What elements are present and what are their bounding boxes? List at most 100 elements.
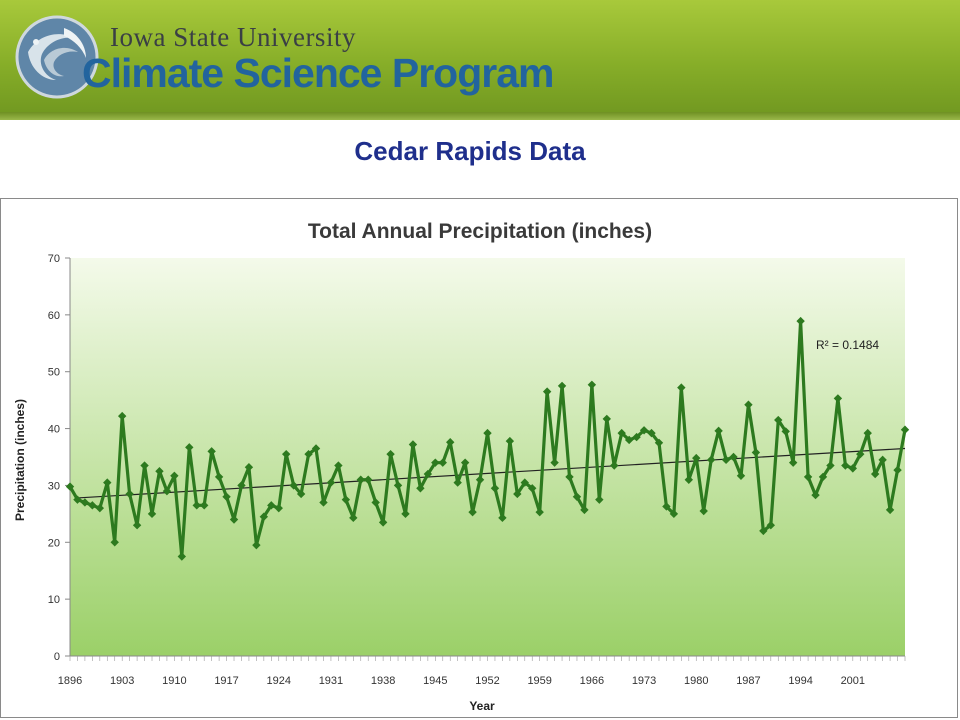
data-point-marker <box>103 478 112 487</box>
program-name: Climate Science Program <box>82 50 554 96</box>
data-point-marker <box>341 495 351 504</box>
data-point-marker <box>669 509 679 519</box>
data-point-marker <box>520 478 529 487</box>
chart-title: Total Annual Precipitation (inches) <box>308 220 652 243</box>
data-point-marker <box>140 461 149 470</box>
data-point-marker <box>73 495 82 504</box>
data-point-marker <box>759 526 768 536</box>
data-point-marker <box>304 449 313 459</box>
y-tick-label: 50 <box>48 367 60 379</box>
data-point-marker <box>282 449 291 459</box>
data-point-marker <box>364 475 373 484</box>
y-tick-label: 70 <box>48 253 60 265</box>
data-point-marker <box>289 481 298 490</box>
data-point-marker <box>900 425 910 434</box>
x-tick-label: 1959 <box>527 675 551 687</box>
data-point-marker <box>483 428 492 438</box>
data-point-marker <box>423 469 433 479</box>
data-point-marker <box>841 461 850 470</box>
data-point-marker <box>714 426 723 436</box>
data-point-marker <box>826 461 835 470</box>
data-point-marker <box>185 443 194 452</box>
data-point-marker <box>214 472 224 482</box>
r-squared-label: R² = 0.1484 <box>816 338 879 352</box>
data-point-marker <box>155 467 164 476</box>
x-tick-label: 2001 <box>841 675 865 687</box>
data-point-marker <box>438 458 447 467</box>
data-point-marker <box>535 507 544 517</box>
data-point-marker <box>870 469 880 479</box>
data-point-marker <box>856 449 865 459</box>
data-point-marker <box>162 486 172 496</box>
data-point-marker <box>781 427 790 436</box>
data-point-marker <box>199 501 209 510</box>
data-point-marker <box>803 472 813 482</box>
x-tick-label: 1903 <box>110 675 134 687</box>
data-point-marker <box>774 415 783 425</box>
data-point-marker <box>796 316 805 326</box>
data-point-marker <box>610 461 619 470</box>
data-point-marker <box>192 501 201 510</box>
data-point-marker <box>550 458 559 467</box>
data-point-marker <box>602 414 611 424</box>
data-point-marker <box>378 518 388 527</box>
data-point-marker <box>662 502 671 511</box>
x-tick-label: 1966 <box>580 675 604 687</box>
x-tick-label: 1973 <box>632 675 656 687</box>
y-tick-label: 40 <box>48 424 60 436</box>
x-tick-label: 1910 <box>162 675 186 687</box>
data-point-marker <box>684 475 693 484</box>
data-point-marker <box>513 489 522 499</box>
data-point-marker <box>617 428 626 438</box>
data-point-marker <box>632 432 641 442</box>
trendline <box>77 447 906 499</box>
slide-title: Cedar Rapids Data <box>354 136 586 166</box>
data-point-marker <box>811 490 820 500</box>
data-point-marker <box>885 505 895 515</box>
data-point-marker <box>296 489 306 499</box>
x-tick-label: 1924 <box>267 675 291 687</box>
data-point-marker <box>848 464 858 473</box>
data-point-marker <box>706 455 716 465</box>
x-tick-label: 1987 <box>736 675 760 687</box>
x-tick-label: 1896 <box>58 675 82 687</box>
data-point-marker <box>788 458 798 467</box>
x-tick-label: 1917 <box>214 675 238 687</box>
x-tick-label: 1945 <box>423 675 447 687</box>
data-point-marker <box>170 471 179 480</box>
data-point-marker <box>386 449 395 459</box>
data-point-marker <box>475 475 485 484</box>
x-tick-label: 1952 <box>475 675 499 687</box>
data-point-marker <box>744 400 753 409</box>
globe-swirl-icon <box>15 15 99 99</box>
data-point-marker <box>692 453 701 463</box>
x-tick-label: 1980 <box>684 675 708 687</box>
data-point-marker <box>878 455 887 465</box>
data-point-marker <box>587 380 597 389</box>
x-tick-label: 1931 <box>319 675 343 687</box>
data-point-marker <box>125 489 134 499</box>
data-point-marker <box>624 435 634 445</box>
data-point-marker <box>244 463 254 472</box>
y-tick-label: 10 <box>48 594 60 606</box>
data-point-marker <box>311 444 321 453</box>
data-point-marker <box>818 472 828 482</box>
data-point-marker <box>580 505 589 515</box>
data-point-marker <box>349 513 358 523</box>
data-point-marker <box>729 452 738 462</box>
data-point-marker <box>498 513 507 523</box>
data-point-marker <box>393 481 403 490</box>
data-point-marker <box>326 478 336 487</box>
data-point-marker <box>677 383 686 392</box>
data-point-marker <box>647 428 656 438</box>
data-point-marker <box>565 472 574 482</box>
data-point-marker <box>595 495 604 504</box>
university-name: Iowa State University <box>110 22 356 52</box>
data-point-marker <box>751 448 761 457</box>
plot-area <box>70 258 905 656</box>
data-point-marker <box>460 458 470 467</box>
y-tick-label: 20 <box>48 537 60 549</box>
data-point-marker <box>334 461 343 470</box>
data-point-marker <box>490 484 500 493</box>
data-point-marker <box>207 447 216 456</box>
